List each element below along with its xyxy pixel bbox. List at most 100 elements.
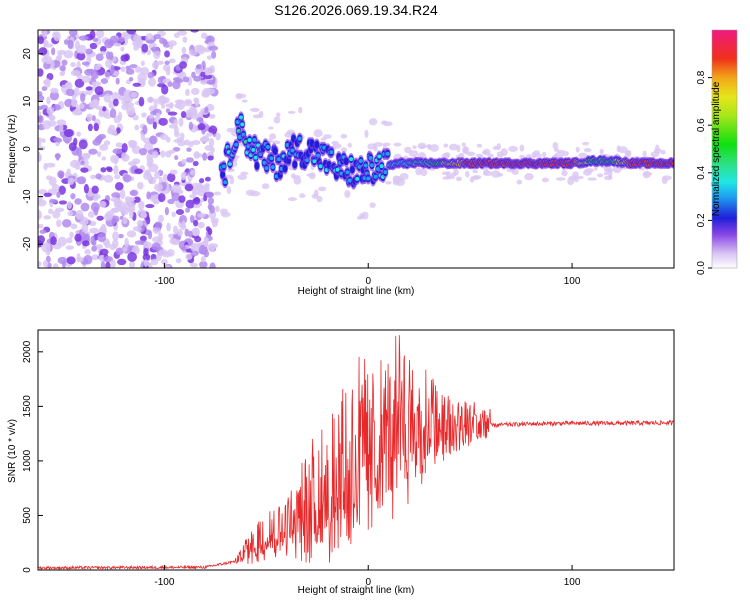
spectrogram-noise-blob	[114, 182, 124, 191]
spectrogram-ridge-core	[251, 147, 256, 152]
spectrogram-noise-blob	[193, 153, 204, 158]
spectrogram-noise-blob	[178, 195, 186, 203]
spectrogram-noise-blob	[200, 71, 206, 78]
spectrogram-noise-blob	[318, 186, 327, 192]
spectrogram-noise-blob	[448, 143, 459, 151]
spectrogram-noise-blob	[90, 70, 99, 80]
spectrogram-noise-blob	[45, 162, 56, 168]
spectrogram-noise-blob	[65, 88, 75, 97]
spectrogram-noise-blob	[138, 200, 145, 210]
spectrogram-noise-blob	[160, 103, 166, 109]
spectrogram-noise-blob	[56, 49, 67, 55]
spectrogram-noise-blob	[70, 70, 81, 76]
colorbar-tick-label: 0.8	[696, 70, 707, 84]
spectrogram-noise-blob	[171, 192, 180, 202]
spectrogram-noise-blob	[58, 200, 68, 205]
spectrogram-noise-blob	[63, 128, 74, 138]
snr-frame	[37, 329, 675, 571]
spectrogram-ridge-core	[368, 156, 373, 161]
spectrogram-ridge-core	[220, 172, 225, 177]
spectrogram-noise-blob	[583, 169, 592, 176]
spectrogram-noise-blob	[70, 62, 76, 68]
spectrogram-noise-blob	[47, 119, 57, 127]
spectrogram-ridge-core	[223, 180, 228, 185]
spectrogram-noise-blob	[87, 123, 93, 132]
spectrogram-ridge-core	[297, 136, 302, 141]
spectrogram-noise-blob	[94, 64, 101, 71]
spectrogram-noise-blob	[115, 247, 124, 256]
spectrogram-ridge-core	[309, 141, 314, 146]
spectrogram-noise-blob	[151, 242, 161, 251]
spectrogram-noise-blob	[193, 97, 199, 103]
spectrogram-noise-blob	[138, 96, 145, 107]
spectrogram-ridge	[218, 111, 674, 190]
spectrogram-ridge-core	[312, 159, 317, 164]
spectrogram-noise-blob	[38, 152, 41, 162]
spectrogram-noise-blob	[55, 153, 60, 161]
spectrogram-noise-blob	[184, 183, 194, 192]
spectrogram-noise-blob	[52, 263, 59, 268]
spectrogram-noise-blob	[152, 121, 157, 130]
spectrogram-noise-blob	[58, 123, 64, 132]
snr-series-line	[38, 335, 674, 570]
spectrogram-noise-blob	[476, 143, 483, 148]
spectrogram-noise-blob	[145, 39, 155, 44]
spectrogram-noise-blob	[103, 213, 113, 221]
spectrogram-noise-blob	[153, 49, 161, 60]
spectrogram-noise-blob	[64, 82, 71, 90]
spectrogram-noise-blob	[578, 152, 588, 159]
spectrogram-noise-blob	[189, 262, 198, 268]
spectrogram-noise-blob	[52, 104, 61, 111]
spectrogram-ridge-core	[247, 138, 252, 143]
spectrogram-noise-blob	[174, 99, 185, 105]
spectrogram-noise-blob	[172, 146, 181, 152]
spectrogram-noise-blob	[380, 120, 388, 125]
spectrogram-noise-blob	[492, 145, 499, 151]
spectrogram-noise-blob	[101, 106, 107, 112]
spectrogram-noise-blob	[76, 131, 82, 137]
spectrogram-noise-blob	[429, 144, 439, 152]
spectrogram-noise-blob	[219, 208, 229, 215]
spectrogram-noise-blob	[193, 219, 199, 227]
spectrogram-noise-blob	[482, 148, 491, 156]
spectrogram-noise-blob	[145, 204, 155, 209]
snr-panel: -100 0 100 0 500 1000 1500 2000 Height of stra…	[7, 329, 675, 596]
spectrogram-noise-blob	[541, 151, 547, 158]
spectrogram-noise-blob	[46, 96, 51, 105]
spectrogram-noise-blob	[203, 238, 209, 248]
spectrogram-noise-blob	[188, 49, 197, 56]
spectrogram-noise-blob	[575, 146, 580, 153]
spectrogram-noise-blob	[174, 131, 180, 138]
spectrogram-noise-blob	[182, 36, 188, 43]
spectrogram-noise-blob	[191, 71, 196, 79]
spectrogram-noise-blob	[196, 45, 206, 55]
spectrogram-noise-blob	[562, 151, 569, 157]
spectrogram-noise-blob	[66, 168, 71, 176]
spectrogram-noise-blob	[41, 86, 48, 92]
spectrogram-noise-blob	[445, 175, 455, 180]
spectrogram-noise-blob	[204, 184, 210, 193]
spectrogram-ridge-core	[344, 159, 349, 164]
spectrogram-noise-blob	[166, 222, 171, 232]
spectrogram-noise-blob	[607, 175, 613, 179]
spectrogram-noise-blob	[56, 119, 67, 126]
spectrogram-noise-blob	[121, 142, 128, 153]
spectrogram-noise-blob	[42, 40, 49, 45]
spectrogram-noise-blob	[38, 94, 45, 102]
spectrogram-noise-blob	[69, 231, 74, 239]
spectrogram-noise-blob	[208, 137, 215, 148]
snr-x-ticks: -100 0 100	[154, 565, 581, 588]
spectrogram-noise-blob	[412, 145, 417, 150]
spectrogram-noise-blob	[250, 107, 260, 112]
spectrogram-noise-blob	[290, 173, 296, 179]
spectrogram-noise-blob	[92, 99, 100, 108]
spectrogram-noise-blob	[82, 61, 90, 66]
spectrogram-noise-blob	[89, 30, 96, 40]
spectrogram-noise-blob	[207, 197, 215, 205]
spectrogram-noise-blob	[146, 216, 151, 225]
spectrogram-noise-blob	[126, 230, 137, 238]
snr-y-label: SNR (10 * v/v)	[7, 419, 18, 483]
snr-y-tick-label: 1000	[22, 449, 33, 472]
spectrogram-noise-blob	[179, 132, 185, 140]
